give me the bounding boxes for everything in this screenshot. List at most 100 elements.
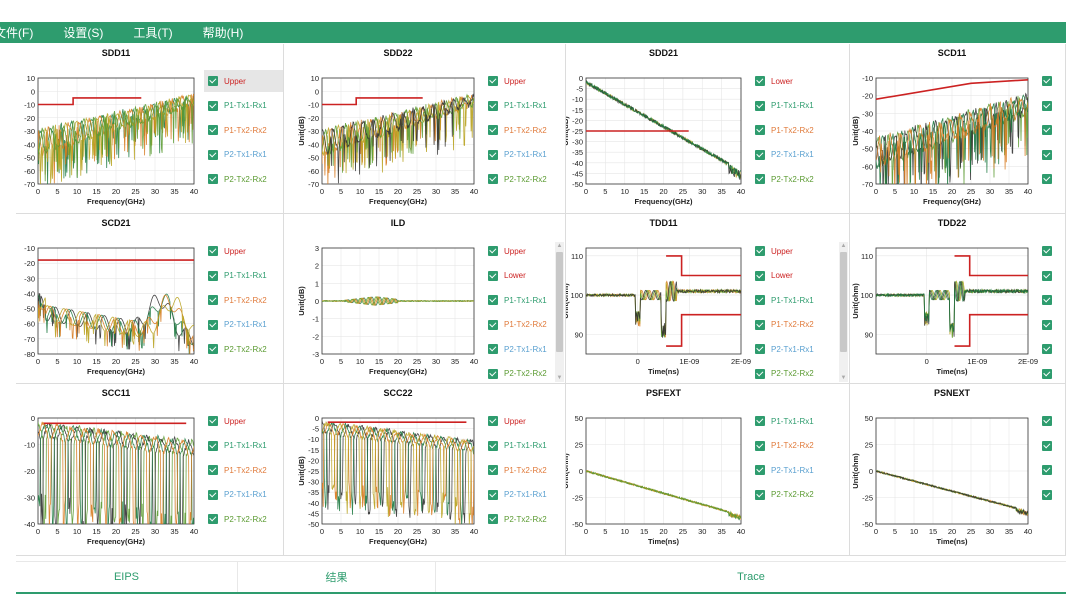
legend-checkbox[interactable] <box>1042 465 1052 475</box>
tab-results[interactable]: 结果 <box>238 562 436 592</box>
legend-item[interactable]: P2-Tx2-Rx2 <box>488 512 547 526</box>
legend-item[interactable] <box>1042 439 1058 453</box>
legend-item[interactable]: Upper <box>208 414 246 428</box>
legend-checkbox[interactable] <box>488 319 498 330</box>
legend-item[interactable]: P1-Tx2-Rx2 <box>208 293 267 307</box>
legend-checkbox[interactable] <box>1042 440 1052 451</box>
legend-item[interactable] <box>1042 99 1058 113</box>
legend-checkbox[interactable] <box>488 465 498 475</box>
legend-item[interactable]: P1-Tx1-Rx1 <box>208 99 267 113</box>
scroll-thumb[interactable] <box>840 252 847 352</box>
legend-checkbox[interactable] <box>488 344 498 354</box>
scroll-up-icon[interactable]: ▲ <box>556 243 563 249</box>
legend-item[interactable] <box>1042 244 1058 258</box>
legend-item[interactable]: P2-Tx1-Rx1 <box>208 488 267 502</box>
legend-checkbox[interactable] <box>208 465 218 475</box>
legend-checkbox[interactable] <box>488 174 498 184</box>
legend-checkbox[interactable] <box>755 440 765 451</box>
legend-checkbox[interactable] <box>488 149 498 160</box>
legend-checkbox[interactable] <box>755 489 765 500</box>
legend-item[interactable]: Upper <box>488 414 526 428</box>
legend-item[interactable] <box>1042 463 1058 477</box>
legend-item[interactable] <box>1042 172 1058 186</box>
legend-item[interactable]: P1-Tx1-Rx1 <box>208 439 267 453</box>
legend-checkbox[interactable] <box>755 174 765 184</box>
legend-item[interactable]: Upper <box>204 70 283 92</box>
legend-checkbox[interactable] <box>1042 368 1052 379</box>
legend-item[interactable]: Upper <box>488 244 526 258</box>
legend-item[interactable]: Lower <box>755 74 793 88</box>
legend-checkbox[interactable] <box>1042 416 1052 426</box>
legend-checkbox[interactable] <box>488 100 498 111</box>
menu-settings[interactable]: 设置(S) <box>63 26 104 40</box>
legend-item[interactable]: P1-Tx1-Rx1 <box>208 269 267 283</box>
scroll-thumb[interactable] <box>556 252 563 352</box>
scroll-down-icon[interactable]: ▼ <box>840 375 847 381</box>
legend-item[interactable]: P2-Tx2-Rx2 <box>488 172 547 186</box>
legend-item[interactable]: Upper <box>208 244 246 258</box>
legend-item[interactable]: P2-Tx1-Rx1 <box>488 342 547 356</box>
legend-item[interactable]: P2-Tx1-Rx1 <box>208 148 267 162</box>
legend-checkbox[interactable] <box>755 295 765 305</box>
menu-file[interactable]: 文件(F) <box>0 26 34 40</box>
legend-item[interactable]: P1-Tx2-Rx2 <box>755 439 814 453</box>
legend-checkbox[interactable] <box>1042 76 1052 86</box>
legend-checkbox[interactable] <box>488 76 498 86</box>
legend-checkbox[interactable] <box>488 514 498 524</box>
legend-checkbox[interactable] <box>208 149 218 160</box>
legend-checkbox[interactable] <box>755 149 765 160</box>
legend-checkbox[interactable] <box>755 270 765 281</box>
legend-checkbox[interactable] <box>208 344 218 354</box>
legend-item[interactable]: Lower <box>755 269 793 283</box>
legend-checkbox[interactable] <box>208 246 218 256</box>
legend-checkbox[interactable] <box>488 489 498 500</box>
scroll-up-icon[interactable]: ▲ <box>840 243 847 249</box>
legend-item[interactable]: P2-Tx1-Rx1 <box>208 318 267 332</box>
legend-checkbox[interactable] <box>208 76 218 86</box>
legend-checkbox[interactable] <box>1042 246 1052 256</box>
legend-item[interactable] <box>1042 74 1058 88</box>
legend-item[interactable]: Upper <box>755 244 793 258</box>
legend-checkbox[interactable] <box>488 416 498 426</box>
legend-checkbox[interactable] <box>755 344 765 354</box>
legend-item[interactable]: Upper <box>488 74 526 88</box>
legend-checkbox[interactable] <box>208 489 218 500</box>
legend-checkbox[interactable] <box>208 416 218 426</box>
legend-checkbox[interactable] <box>488 125 498 135</box>
legend-checkbox[interactable] <box>488 368 498 379</box>
legend-item[interactable]: P1-Tx2-Rx2 <box>208 123 267 137</box>
legend-checkbox[interactable] <box>1042 125 1052 135</box>
legend-item[interactable]: P2-Tx1-Rx1 <box>488 488 547 502</box>
legend-checkbox[interactable] <box>1042 149 1052 160</box>
legend-checkbox[interactable] <box>208 100 218 111</box>
legend-item[interactable]: P1-Tx1-Rx1 <box>488 293 547 307</box>
legend-checkbox[interactable] <box>208 514 218 524</box>
legend-checkbox[interactable] <box>755 76 765 86</box>
legend-item[interactable]: P1-Tx1-Rx1 <box>755 414 814 428</box>
legend-item[interactable]: P1-Tx2-Rx2 <box>488 318 547 332</box>
legend-item[interactable]: P2-Tx1-Rx1 <box>755 463 814 477</box>
legend-item[interactable] <box>1042 488 1058 502</box>
legend-item[interactable] <box>1042 293 1058 307</box>
legend-item[interactable] <box>1042 123 1058 137</box>
legend-item[interactable]: Lower <box>488 269 526 283</box>
legend-item[interactable]: P2-Tx2-Rx2 <box>488 367 547 381</box>
legend-checkbox[interactable] <box>755 465 765 475</box>
legend-item[interactable]: P1-Tx1-Rx1 <box>488 99 547 113</box>
tab-eips[interactable]: EIPS <box>16 562 238 592</box>
legend-scrollbar[interactable]: ▲ ▼ <box>839 242 848 382</box>
legend-checkbox[interactable] <box>488 295 498 305</box>
legend-item[interactable]: P1-Tx1-Rx1 <box>755 293 814 307</box>
legend-checkbox[interactable] <box>755 319 765 330</box>
menu-help[interactable]: 帮助(H) <box>202 26 244 40</box>
legend-item[interactable]: P1-Tx2-Rx2 <box>488 463 547 477</box>
legend-item[interactable]: P1-Tx1-Rx1 <box>755 99 814 113</box>
legend-scrollbar[interactable]: ▲ ▼ <box>555 242 564 382</box>
legend-item[interactable] <box>1042 269 1058 283</box>
legend-checkbox[interactable] <box>1042 174 1052 184</box>
legend-item[interactable]: P1-Tx2-Rx2 <box>755 318 814 332</box>
legend-checkbox[interactable] <box>208 295 218 305</box>
legend-checkbox[interactable] <box>1042 489 1052 500</box>
legend-checkbox[interactable] <box>488 246 498 256</box>
legend-checkbox[interactable] <box>755 100 765 111</box>
